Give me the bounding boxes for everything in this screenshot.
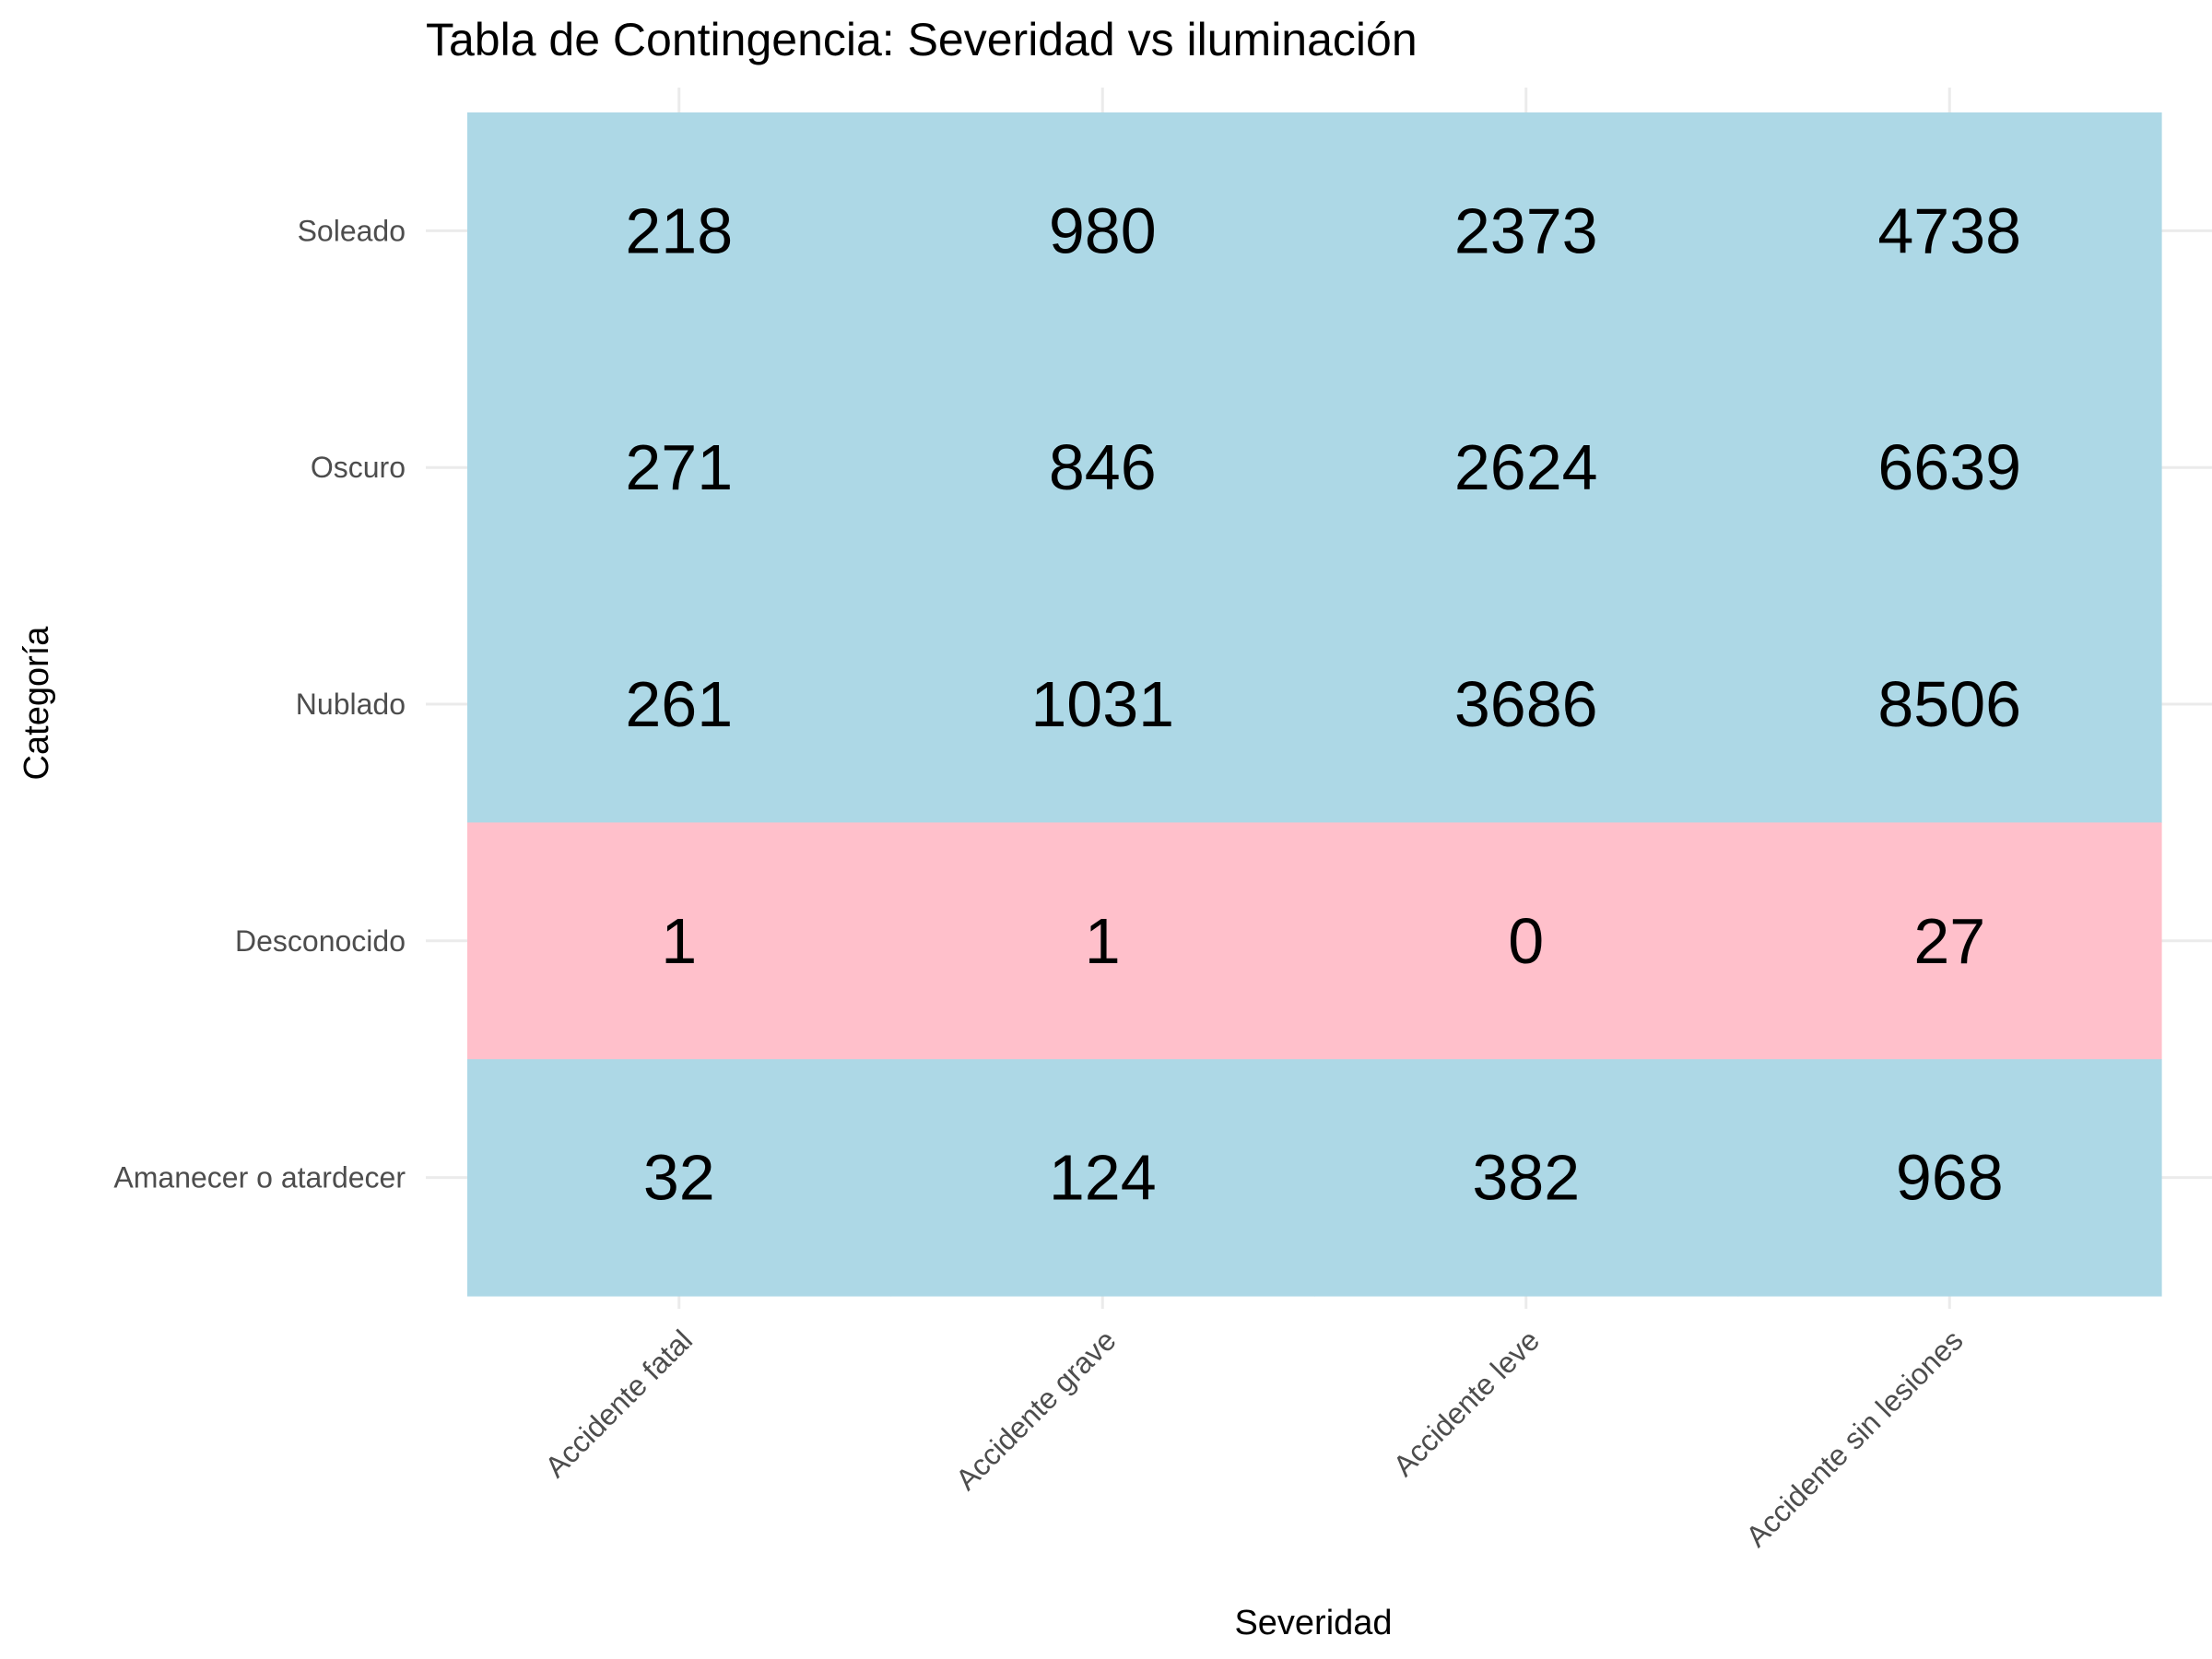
x-tick-label: Accidente leve: [1386, 1324, 1546, 1483]
heatmap-cell: [1314, 348, 1739, 587]
cell-value-label: 382: [1472, 1142, 1580, 1214]
chart-title: Tabla de Contingencia: Severidad vs ilum…: [426, 14, 1418, 65]
heatmap-cell: [467, 585, 892, 823]
heatmap-cell: [1737, 585, 2162, 823]
cell-value-label: 261: [625, 668, 733, 740]
cell-value-label: 124: [1049, 1142, 1157, 1214]
heatmap-cells: [467, 112, 2162, 1297]
x-tick-label: Accidente sin lesiones: [1739, 1324, 1969, 1553]
heatmap-cell: [1737, 348, 2162, 587]
cell-value-label: 980: [1049, 194, 1157, 266]
y-tick-label: Amanecer o atardecer: [113, 1161, 406, 1194]
heatmap-cell: [467, 1059, 892, 1297]
heatmap-cell: [467, 822, 892, 1060]
cell-value-label: 27: [1913, 905, 1985, 977]
cell-value-label: 968: [1896, 1142, 2004, 1214]
cell-value-label: 1: [1085, 905, 1121, 977]
y-tick-label: Soleado: [298, 214, 406, 247]
y-tick-label: Oscuro: [311, 451, 406, 484]
cell-value-label: 8506: [1877, 668, 2021, 740]
heatmap-cell: [1737, 112, 2162, 350]
y-axis-title: Categoría: [18, 626, 56, 781]
heatmap-cell: [1314, 822, 1739, 1060]
y-tick-label: Nublado: [296, 688, 406, 721]
cell-value-label: 2373: [1454, 194, 1598, 266]
cell-value-label: 846: [1049, 431, 1157, 503]
heatmap-cell: [890, 822, 1315, 1060]
heatmap-cell: [1314, 585, 1739, 823]
cell-value-label: 1031: [1030, 668, 1174, 740]
x-tick-label: Accidente grave: [949, 1324, 1123, 1497]
cell-value-label: 2624: [1454, 431, 1598, 503]
heatmap-cell: [1737, 822, 2162, 1060]
heatmap-cell: [467, 348, 892, 587]
cell-value-label: 3686: [1454, 668, 1598, 740]
heatmap-cell: [1314, 112, 1739, 350]
cell-value-label: 271: [625, 431, 733, 503]
heatmap-cell: [1314, 1059, 1739, 1297]
cell-value-label: 32: [643, 1142, 715, 1214]
cell-value-label: 4738: [1877, 194, 2021, 266]
heatmap-cell: [890, 112, 1315, 350]
heatmap-cell: [890, 1059, 1315, 1297]
cell-value-label: 218: [625, 194, 733, 266]
heatmap-cell: [890, 348, 1315, 587]
cell-value-label: 6639: [1877, 431, 2021, 503]
heatmap-cell: [1737, 1059, 2162, 1297]
x-tick-label: Accidente fatal: [538, 1324, 699, 1484]
x-axis-title: Severidad: [1234, 1604, 1392, 1642]
heatmap-cell: [467, 112, 892, 350]
y-tick-label: Desconocido: [235, 924, 406, 958]
heatmap-cell: [890, 585, 1315, 823]
cell-value-label: 0: [1508, 905, 1544, 977]
cell-value-label: 1: [661, 905, 697, 977]
